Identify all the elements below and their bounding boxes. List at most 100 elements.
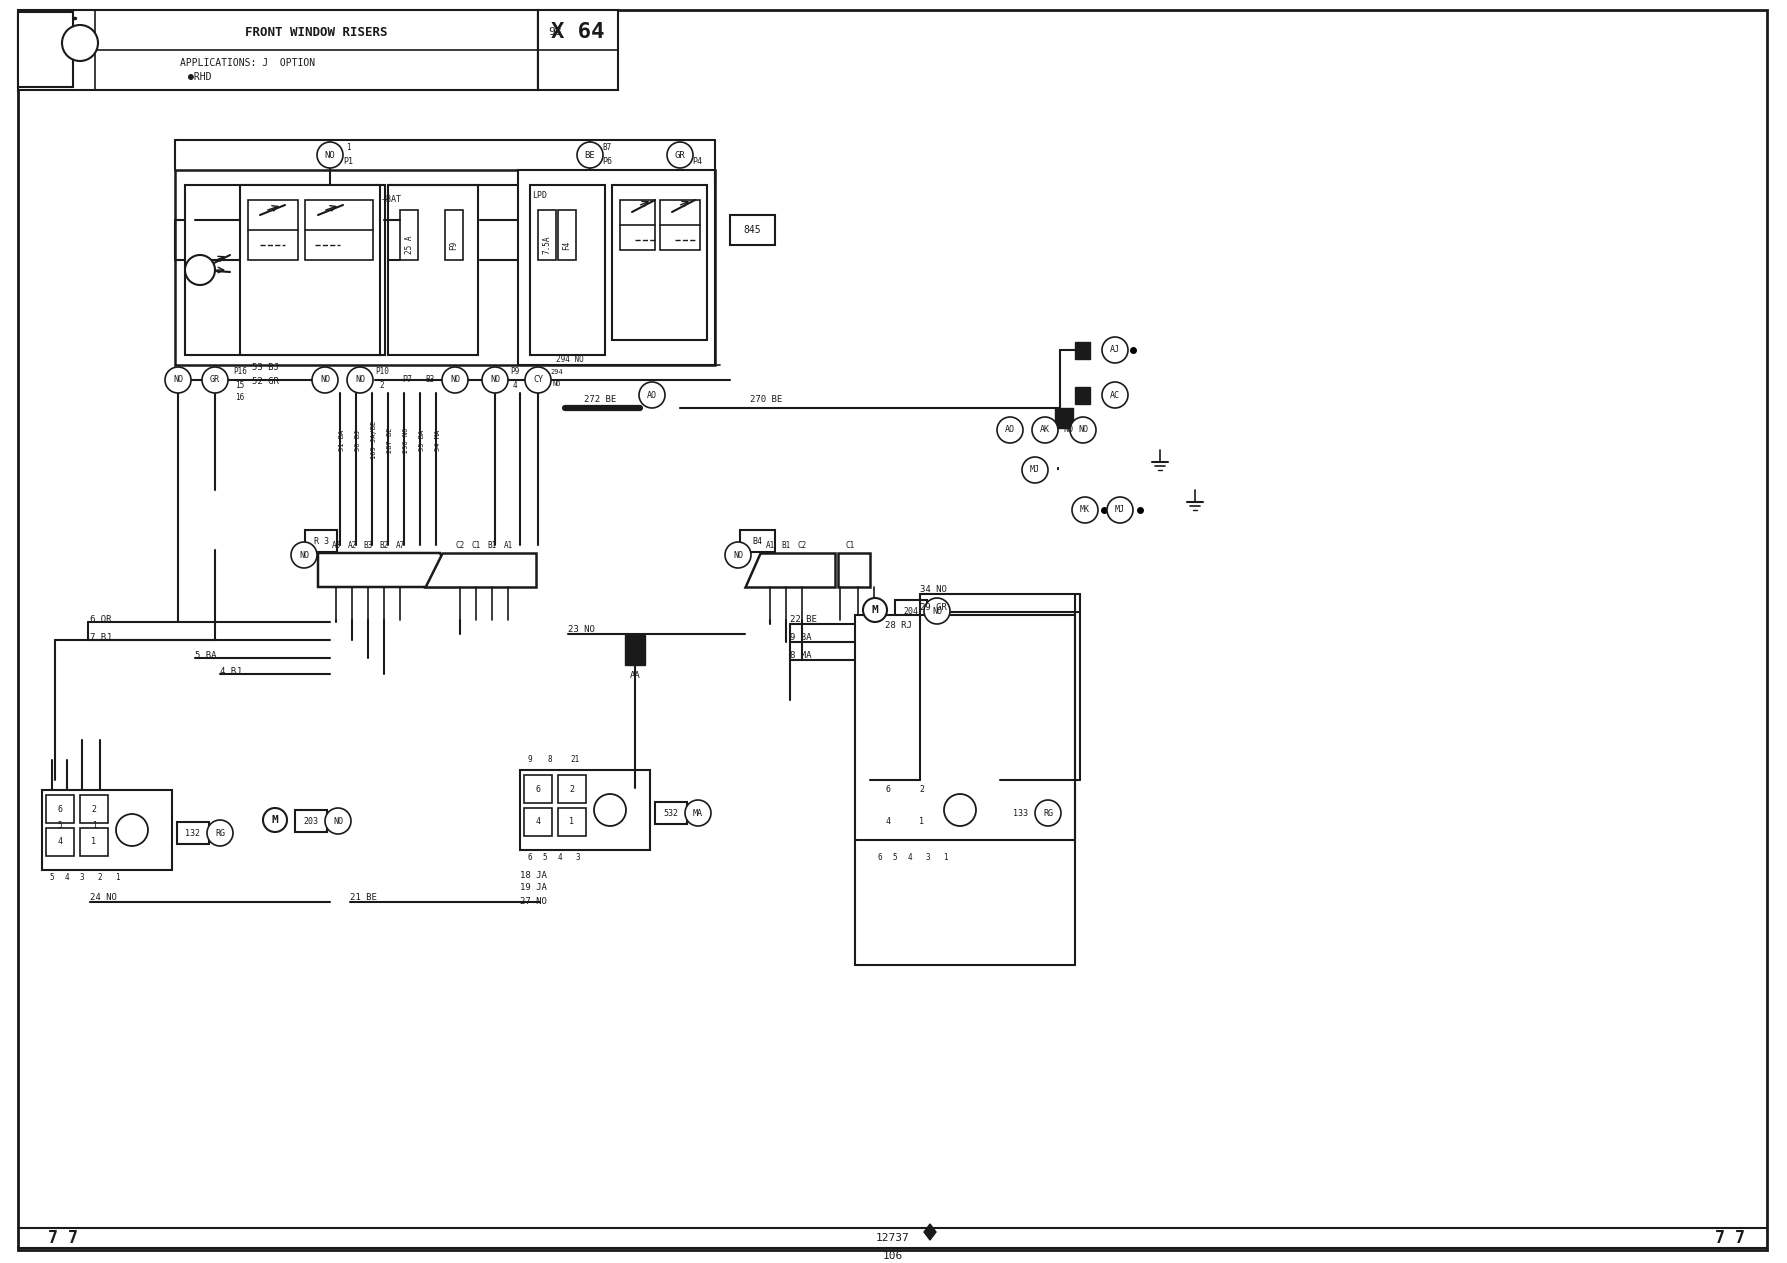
Bar [445,210,463,260]
Text: P6: P6 [602,158,611,167]
Text: NO: NO [490,375,500,384]
Text: 294: 294 [550,369,563,375]
Text: 4: 4 [908,854,913,863]
Bar [620,200,656,250]
Circle shape [482,368,508,393]
Text: P9: P9 [511,368,520,376]
Text: LPD: LPD [533,191,547,200]
Text: NO: NO [332,816,343,826]
Text: 24 NO: 24 NO [89,893,116,903]
Circle shape [593,794,625,826]
Bar [558,775,586,803]
Text: CY: CY [533,375,543,384]
Text: 4: 4 [536,817,540,826]
Text: M: M [872,605,879,615]
Circle shape [1072,498,1097,523]
Text: 6: 6 [877,854,883,863]
Polygon shape [924,1224,936,1240]
Text: NO: NO [933,606,942,615]
Text: 7 7: 7 7 [48,1229,79,1247]
Text: 19 JA: 19 JA [520,884,547,893]
Circle shape [684,799,711,826]
Circle shape [924,597,951,624]
Text: 2: 2 [379,380,384,389]
Text: 4: 4 [57,837,63,846]
Bar [874,808,902,836]
Bar [518,171,715,365]
Text: MJ: MJ [1029,466,1040,475]
Text: 3: 3 [575,854,581,863]
Circle shape [1033,417,1058,443]
Polygon shape [745,553,835,587]
Text: NO: NO [552,381,561,386]
Bar [175,171,715,365]
Text: 6: 6 [536,784,540,793]
Text: NO: NO [1063,426,1072,434]
Bar [18,13,73,87]
Text: NO: NO [298,551,309,560]
Text: 55 BA: 55 BA [418,429,425,451]
Text: B1: B1 [488,541,497,549]
Text: 5: 5 [543,854,547,863]
Text: 1: 1 [570,817,574,826]
Text: C1: C1 [472,541,481,549]
Text: 2: 2 [91,805,96,813]
Text: 4: 4 [558,854,563,863]
Bar [1054,408,1072,428]
Circle shape [944,794,976,826]
Text: 106: 106 [883,1250,902,1260]
Text: 1: 1 [91,837,96,846]
Bar [558,210,575,260]
Text: 7 BJ: 7 BJ [89,634,111,643]
Text: P1: P1 [343,158,354,167]
Text: C2: C2 [797,541,806,549]
Bar [874,775,902,803]
Bar [731,215,776,245]
Bar [870,770,1001,850]
Text: MJ: MJ [1115,505,1126,514]
Bar [18,10,538,90]
Polygon shape [318,553,456,587]
Text: R 3: R 3 [313,537,329,546]
Bar [538,10,618,90]
Bar [659,200,701,250]
Text: AJ: AJ [1110,346,1120,355]
Text: 1: 1 [920,817,924,826]
Circle shape [313,368,338,393]
Text: GR: GR [675,150,686,159]
Text: NO: NO [1078,426,1088,434]
Text: P16: P16 [232,368,247,376]
Text: 5: 5 [894,854,897,863]
Text: B2: B2 [379,541,388,549]
Circle shape [1022,457,1047,482]
Text: A1: A1 [504,541,513,549]
Text: 34 NO: 34 NO [920,586,947,595]
Circle shape [164,368,191,393]
Text: 27 NO: 27 NO [520,897,547,906]
Text: AO: AO [1004,426,1015,434]
Circle shape [1103,381,1128,408]
Bar [625,635,645,666]
Text: B4: B4 [752,537,761,546]
Text: NO: NO [450,375,459,384]
Text: 1: 1 [345,144,350,153]
Text: 51 BA: 51 BA [340,429,345,451]
Text: MK: MK [1079,505,1090,514]
Circle shape [1106,498,1133,523]
Text: C2: C2 [456,541,465,549]
Text: 6: 6 [527,854,533,863]
Text: 532: 532 [663,808,679,817]
Text: 272 BE: 272 BE [584,395,617,404]
Text: NO: NO [733,551,743,560]
Bar [524,775,552,803]
Text: 6: 6 [886,784,890,793]
Text: B7: B7 [602,144,611,153]
Text: 204: 204 [904,606,919,615]
Text: F4: F4 [563,240,572,250]
Text: 8 MA: 8 MA [790,652,811,661]
Bar [524,808,552,836]
Text: 4: 4 [64,874,70,883]
Circle shape [726,542,751,568]
Text: 4 BJ: 4 BJ [220,668,241,677]
Bar [239,184,381,355]
